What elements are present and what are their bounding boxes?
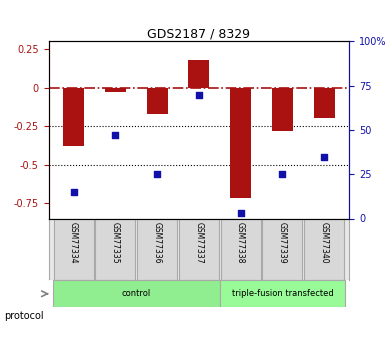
Point: [237, 210, 244, 216]
Text: control: control: [121, 289, 151, 298]
Bar: [230, 88, 251, 198]
Bar: [53, 280, 220, 307]
Bar: [314, 88, 334, 118]
Text: GSM77337: GSM77337: [194, 221, 203, 263]
Point: [321, 154, 327, 159]
Bar: [147, 88, 168, 114]
Text: GSM77334: GSM77334: [69, 221, 78, 263]
Text: GSM77340: GSM77340: [320, 221, 329, 263]
Text: GSM77339: GSM77339: [278, 221, 287, 263]
Text: GSM77336: GSM77336: [152, 221, 161, 263]
Point: [154, 171, 160, 177]
Bar: [220, 218, 261, 280]
Text: protocol: protocol: [4, 311, 43, 321]
Bar: [179, 218, 219, 280]
Bar: [63, 88, 84, 146]
Bar: [105, 88, 126, 92]
Bar: [95, 218, 135, 280]
Point: [196, 92, 202, 97]
Text: GSM77335: GSM77335: [111, 221, 120, 263]
Title: GDS2187 / 8329: GDS2187 / 8329: [147, 27, 250, 40]
Point: [112, 132, 118, 138]
Bar: [262, 218, 302, 280]
Point: [71, 189, 77, 195]
Bar: [54, 218, 94, 280]
Bar: [220, 280, 345, 307]
Text: triple-fusion transfected: triple-fusion transfected: [232, 289, 333, 298]
Bar: [272, 88, 293, 131]
Bar: [189, 60, 209, 88]
Bar: [304, 218, 344, 280]
Bar: [137, 218, 177, 280]
Point: [279, 171, 286, 177]
Text: GSM77338: GSM77338: [236, 221, 245, 263]
